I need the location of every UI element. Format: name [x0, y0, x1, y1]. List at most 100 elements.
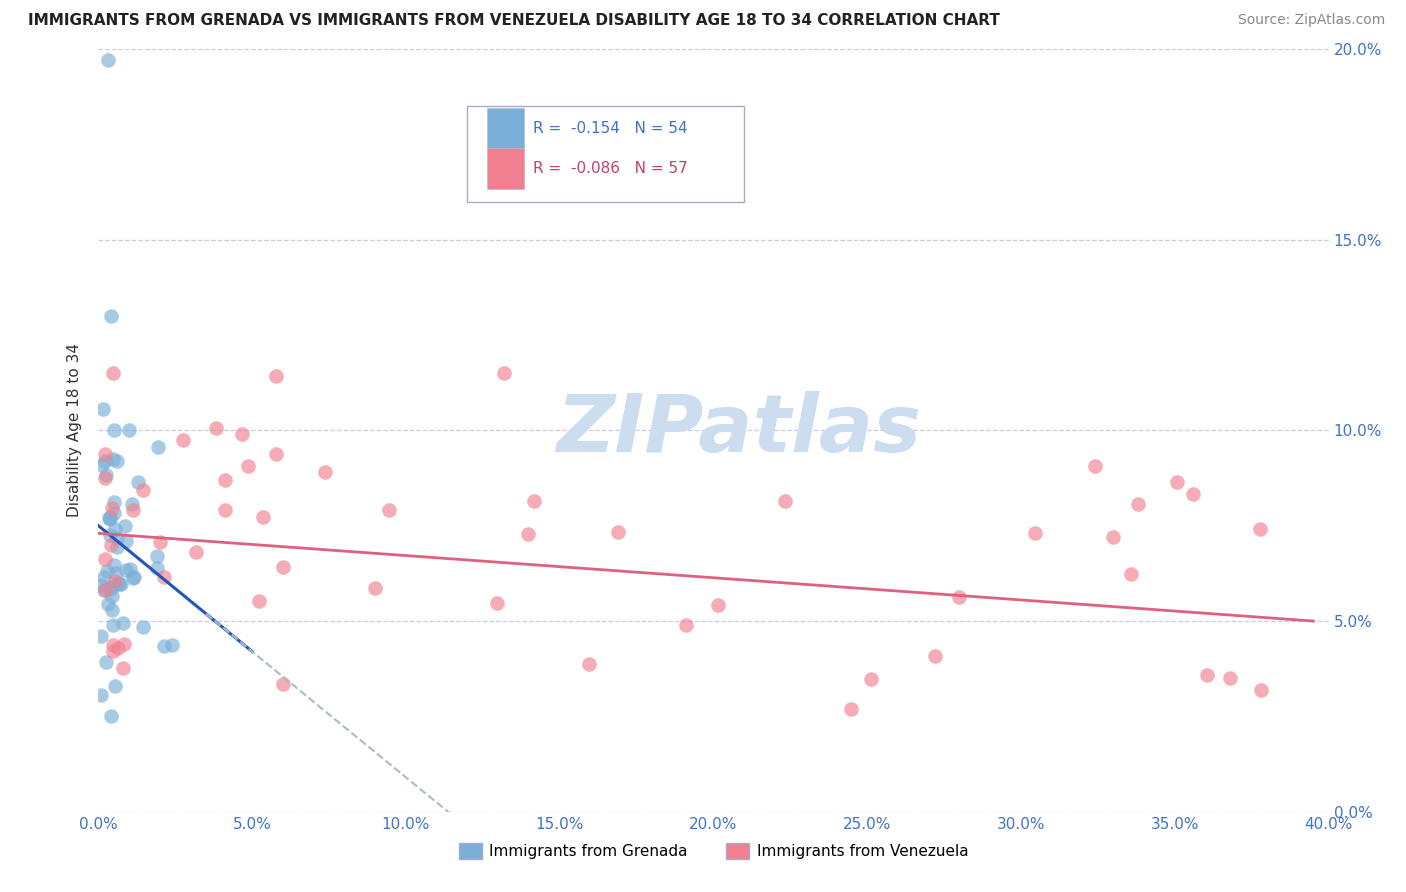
Point	[98, 582, 121, 597]
Point	[1024, 525, 1046, 540]
Point	[516, 527, 538, 541]
Point	[841, 702, 863, 716]
Text: Source: ZipAtlas.com: Source: ZipAtlas.com	[1237, 13, 1385, 28]
Point	[266, 369, 288, 384]
Point	[124, 570, 146, 584]
Point	[93, 471, 115, 485]
Point	[160, 638, 183, 652]
Point	[1102, 530, 1125, 544]
Point	[204, 421, 226, 435]
Point	[122, 503, 145, 517]
Point	[145, 560, 167, 574]
Point	[859, 673, 882, 687]
Point	[271, 559, 294, 574]
Point	[104, 523, 127, 537]
Point	[93, 552, 115, 566]
Point	[252, 509, 274, 524]
Point	[103, 507, 125, 521]
Point	[100, 538, 122, 552]
Point	[363, 581, 385, 595]
Point	[93, 583, 115, 598]
Point	[93, 447, 115, 461]
Point	[578, 657, 600, 671]
Point	[101, 589, 124, 603]
Point	[110, 577, 132, 591]
Point	[104, 574, 127, 589]
Point	[1249, 522, 1271, 536]
Point	[93, 582, 115, 597]
Point	[149, 535, 172, 549]
Point	[118, 424, 141, 438]
Point	[90, 688, 112, 702]
Point	[104, 566, 127, 580]
Text: IMMIGRANTS FROM GRENADA VS IMMIGRANTS FROM VENEZUELA DISABILITY AGE 18 TO 34 COR: IMMIGRANTS FROM GRENADA VS IMMIGRANTS FR…	[28, 13, 1000, 29]
Point	[103, 424, 125, 438]
Point	[121, 497, 143, 511]
Point	[127, 475, 149, 489]
Point	[1166, 475, 1188, 489]
Point	[112, 637, 135, 651]
Point	[1126, 497, 1149, 511]
Point	[101, 644, 124, 658]
Point	[98, 512, 121, 526]
Point	[314, 466, 336, 480]
Point	[121, 571, 143, 585]
Point	[107, 640, 129, 655]
FancyBboxPatch shape	[488, 148, 524, 189]
Point	[107, 540, 129, 554]
Point	[101, 501, 124, 516]
Point	[146, 549, 169, 564]
Point	[172, 434, 194, 448]
Point	[105, 531, 128, 545]
Point	[97, 598, 120, 612]
FancyBboxPatch shape	[488, 108, 524, 149]
Point	[184, 545, 207, 559]
Point	[107, 576, 129, 591]
Point	[378, 503, 401, 517]
Point	[494, 366, 516, 380]
Point	[264, 447, 287, 461]
Point	[132, 483, 155, 497]
Point	[103, 495, 125, 509]
Point	[1219, 671, 1241, 685]
Point	[100, 603, 122, 617]
Point	[100, 309, 122, 323]
Point	[97, 54, 120, 68]
Point	[607, 524, 630, 539]
Legend: Immigrants from Grenada, Immigrants from Venezuela: Immigrants from Grenada, Immigrants from…	[453, 837, 974, 865]
Y-axis label: Disability Age 18 to 34: Disability Age 18 to 34	[67, 343, 83, 517]
Point	[146, 440, 169, 454]
Text: R =  -0.154   N = 54: R = -0.154 N = 54	[533, 121, 688, 136]
Point	[1084, 458, 1107, 473]
Point	[101, 366, 124, 380]
Point	[1250, 682, 1272, 697]
Point	[91, 458, 114, 472]
Point	[104, 679, 127, 693]
Point	[96, 467, 118, 482]
Point	[94, 454, 117, 468]
Point	[118, 562, 141, 576]
Point	[100, 709, 122, 723]
Point	[153, 639, 176, 653]
Point	[96, 564, 118, 578]
Point	[486, 596, 509, 610]
Point	[114, 534, 136, 549]
Point	[236, 458, 259, 473]
Point	[112, 660, 135, 674]
Point	[105, 453, 128, 467]
Point	[924, 648, 946, 663]
Point	[214, 473, 236, 487]
Point	[773, 494, 796, 508]
Point	[103, 558, 125, 572]
Text: R =  -0.086   N = 57: R = -0.086 N = 57	[533, 161, 688, 177]
Point	[115, 563, 138, 577]
Point	[231, 427, 253, 442]
Point	[706, 598, 728, 612]
Point	[114, 519, 136, 533]
Point	[94, 656, 117, 670]
Point	[522, 494, 544, 508]
Point	[132, 620, 155, 634]
Point	[1121, 566, 1143, 581]
Point	[90, 578, 112, 592]
Point	[1195, 667, 1218, 681]
